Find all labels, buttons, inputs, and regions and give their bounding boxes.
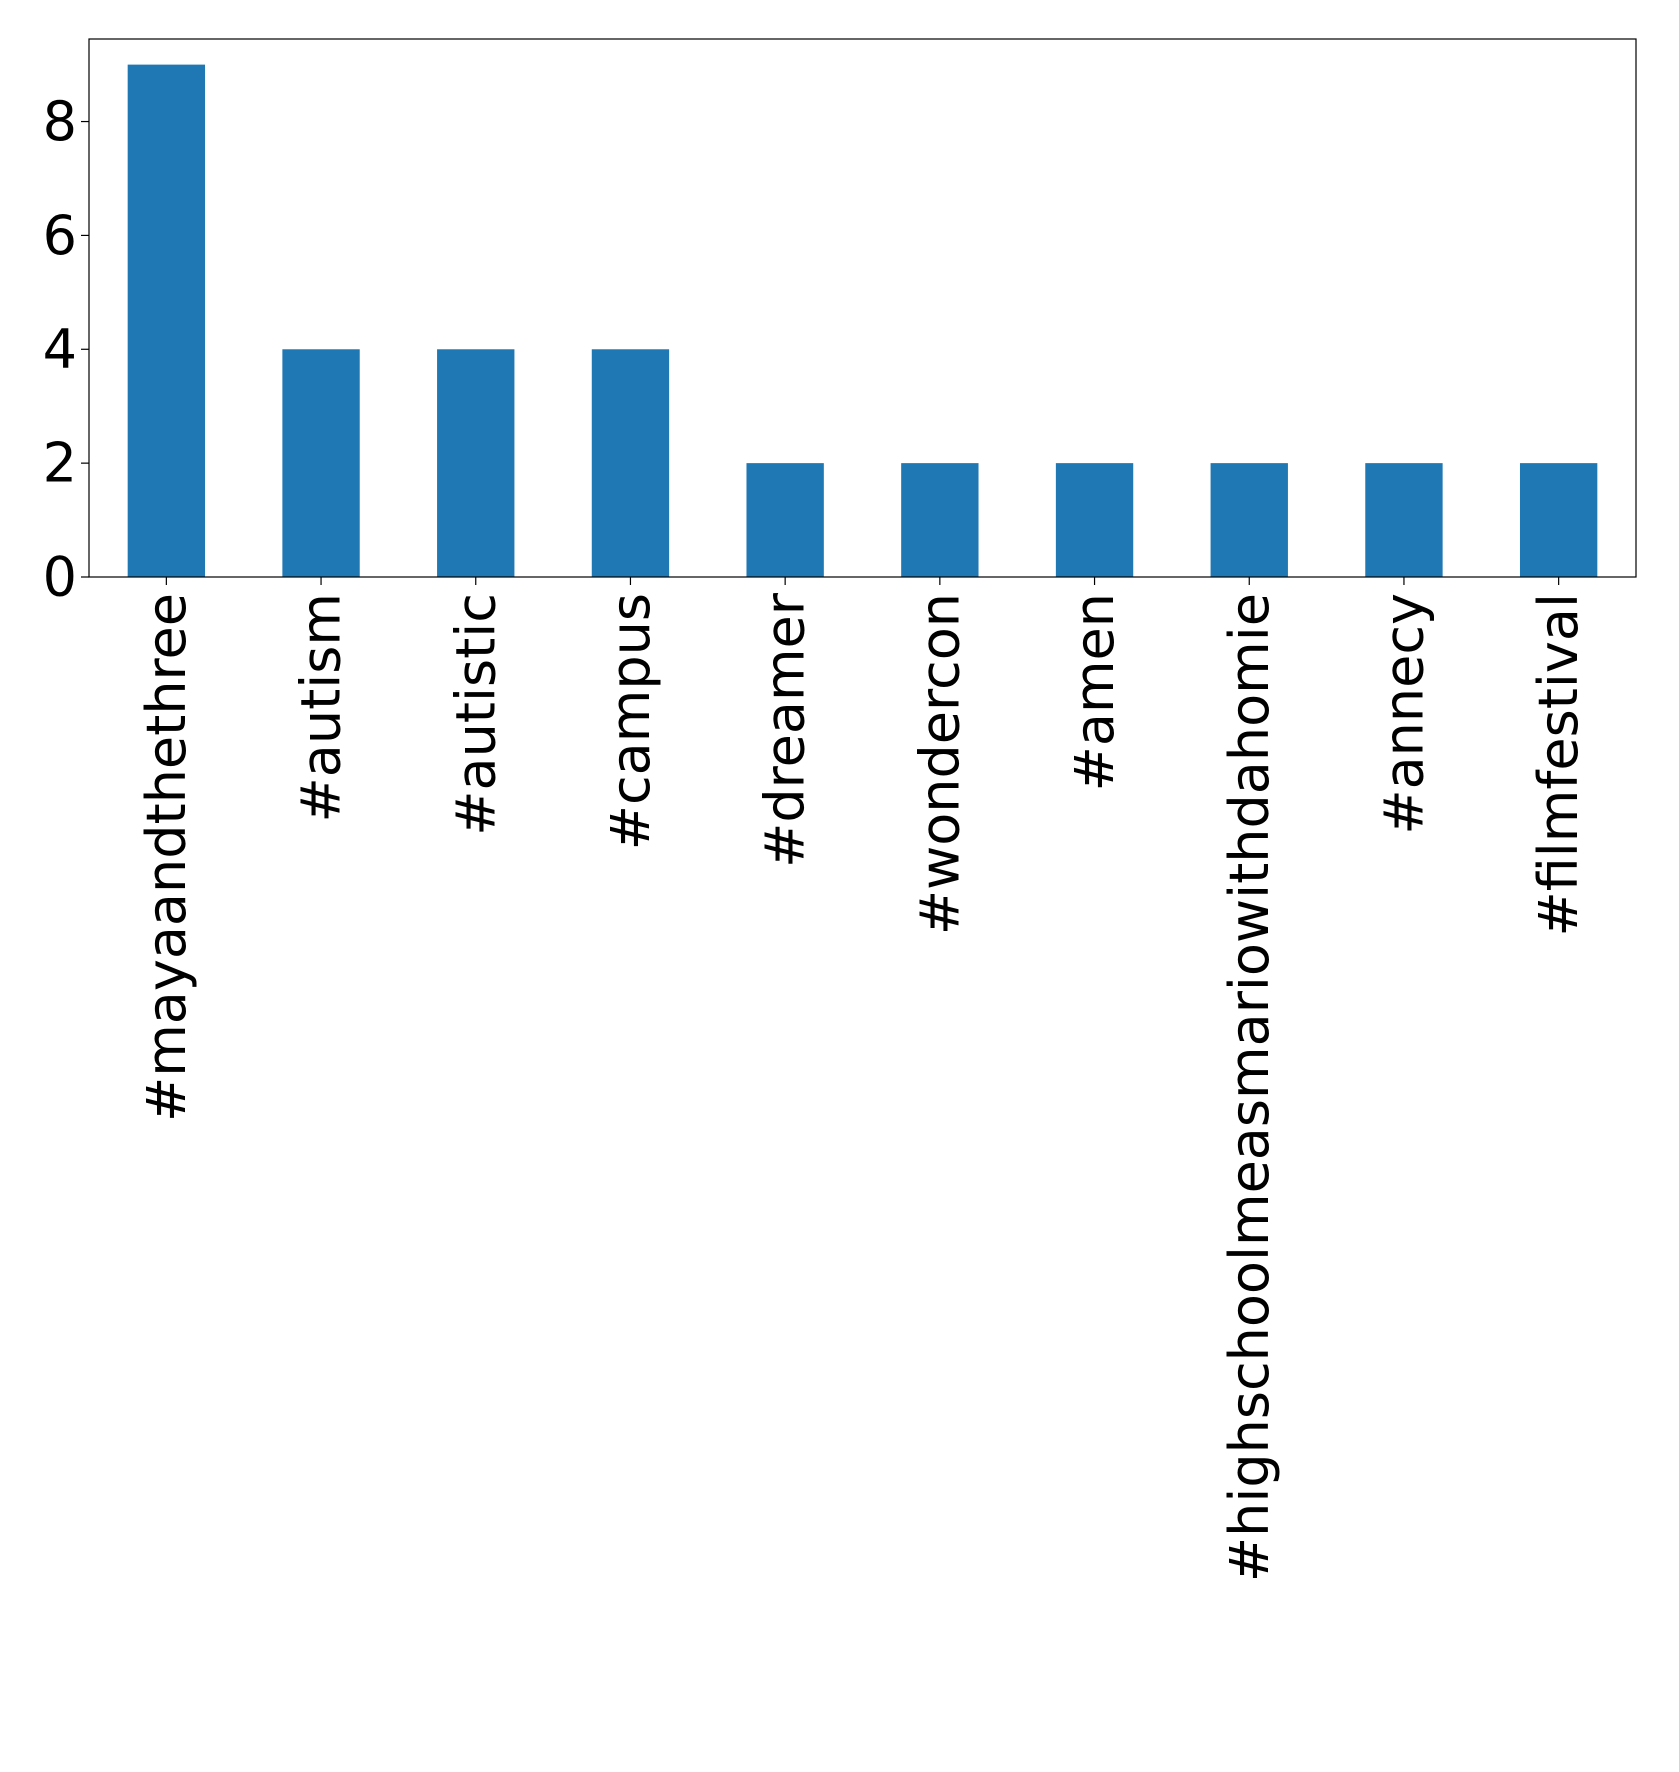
y-tick-label-1: 2 [43,432,77,495]
x-tick-label-0: #mayaandthethree [135,593,198,1122]
x-tick-label-1: #autism [290,593,353,822]
y-tick-label-3: 6 [43,204,77,267]
bar-8 [1365,463,1443,577]
bar-4 [746,463,824,577]
x-tick-label-8: #annecy [1372,593,1435,835]
x-tick-label-6: #amen [1063,593,1126,791]
bar-1 [282,349,360,577]
bar-9 [1519,463,1598,577]
bars-layer [127,64,1598,578]
x-tick-label-5: #wondercon [908,593,971,935]
bar-3 [591,349,670,577]
x-tick-label-4: #dreamer [754,592,817,868]
x-tick-label-9: #filmfestival [1527,593,1590,936]
y-tick-label-2: 4 [43,318,77,381]
bar-5 [901,463,979,577]
y-axis: 0 2 4 6 8 [43,90,89,609]
x-tick-label-3: #campus [599,593,662,850]
x-axis: #mayaandthethree #autism #autistic #campus #… [135,577,1590,1582]
bar-7 [1210,463,1288,577]
bar-6 [1055,463,1134,577]
y-tick-label-4: 8 [43,90,77,153]
bar-0 [127,64,206,578]
plot-frame [88,38,1637,578]
x-tick-label-2: #autistic [444,593,507,836]
bar-2 [437,349,515,577]
x-tick-label-7: #highschoolmeasmariowithdahomie [1218,593,1281,1582]
y-tick-label-0: 0 [43,546,77,609]
